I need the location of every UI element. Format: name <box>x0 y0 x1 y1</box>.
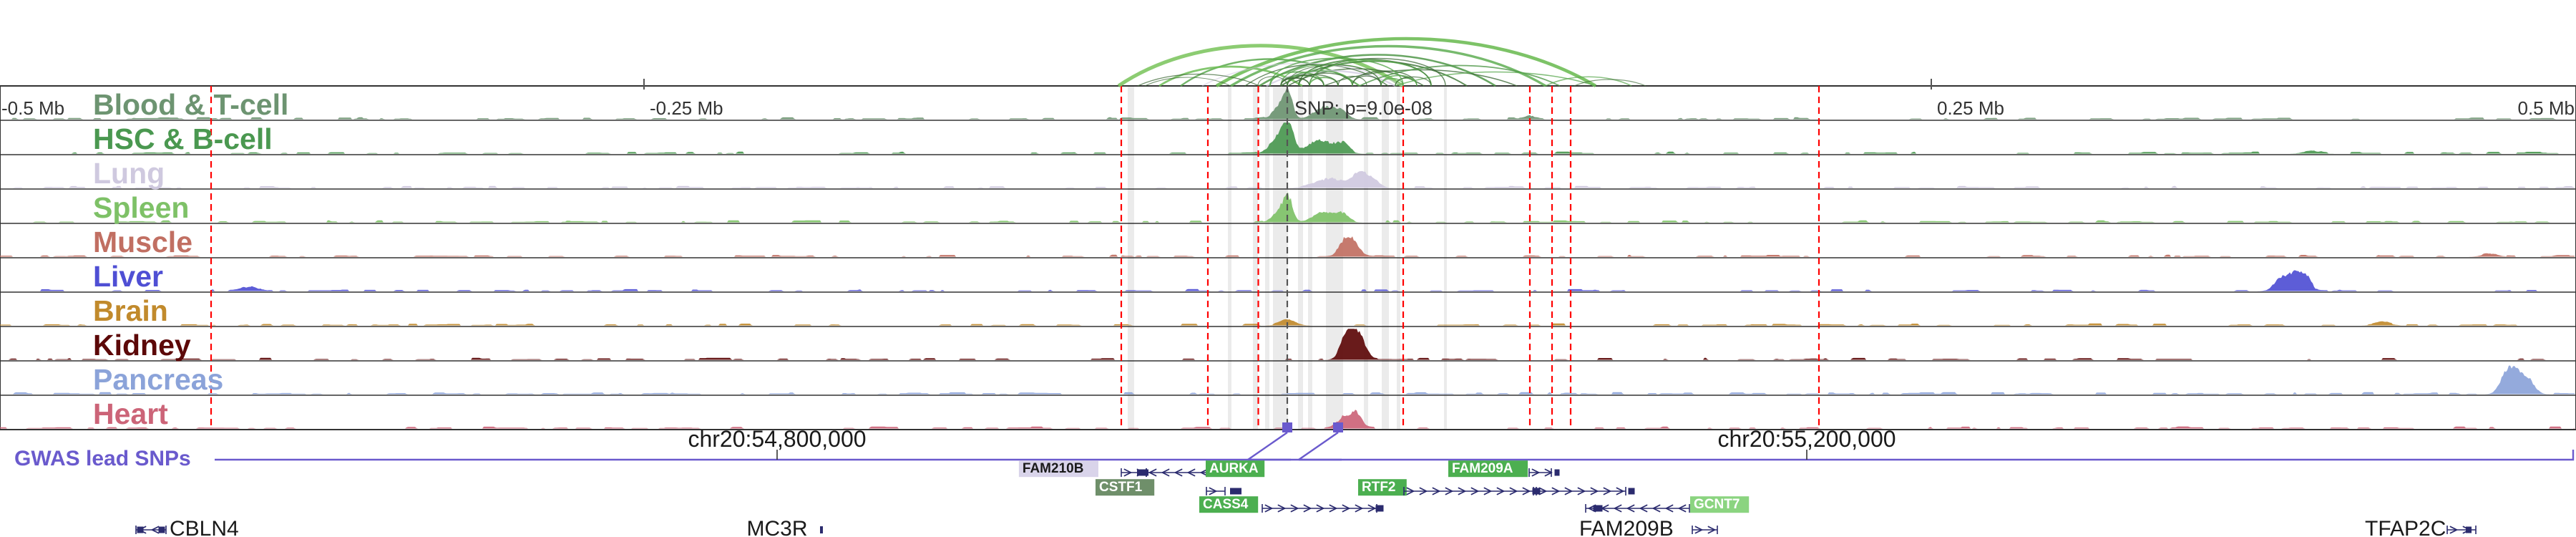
svg-text:Muscle: Muscle <box>93 226 192 258</box>
svg-text:CBLN4: CBLN4 <box>170 517 239 537</box>
svg-text:-0.25 Mb: -0.25 Mb <box>650 97 723 119</box>
svg-text:Kidney: Kidney <box>93 329 191 362</box>
svg-text:AURKA: AURKA <box>1209 461 1259 476</box>
svg-text:Blood & T-cell: Blood & T-cell <box>93 88 288 121</box>
svg-text:Heart: Heart <box>93 397 168 430</box>
svg-text:FAM209A: FAM209A <box>1452 461 1513 476</box>
svg-text:chr20:54,800,000: chr20:54,800,000 <box>688 426 866 452</box>
svg-text:CASS4: CASS4 <box>1203 497 1249 512</box>
svg-text:GWAS lead SNPs: GWAS lead SNPs <box>14 447 191 470</box>
svg-text:Pancreas: Pancreas <box>93 363 223 396</box>
svg-text:-0.5 Mb: -0.5 Mb <box>1 97 64 119</box>
svg-text:HSC & B-cell: HSC & B-cell <box>93 122 273 155</box>
svg-text:TFAP2C: TFAP2C <box>2365 517 2446 537</box>
svg-text:0.25 Mb: 0.25 Mb <box>1937 97 2004 119</box>
svg-text:GCNT7: GCNT7 <box>1694 497 1740 512</box>
svg-text:FAM210B: FAM210B <box>1023 461 1084 476</box>
svg-text:MC3R: MC3R <box>746 517 807 537</box>
svg-text:chr20:55,200,000: chr20:55,200,000 <box>1717 426 1896 452</box>
svg-text:SNP: p=9.0e-08: SNP: p=9.0e-08 <box>1294 97 1433 119</box>
svg-text:Lung: Lung <box>93 157 165 190</box>
svg-text:FAM209B: FAM209B <box>1579 517 1674 537</box>
svg-text:Brain: Brain <box>93 294 168 327</box>
svg-text:Spleen: Spleen <box>93 191 189 224</box>
svg-text:0.5 Mb: 0.5 Mb <box>2518 97 2575 119</box>
svg-text:Liver: Liver <box>93 260 163 293</box>
svg-text:RTF2: RTF2 <box>1362 480 1396 495</box>
svg-text:CSTF1: CSTF1 <box>1099 480 1143 495</box>
